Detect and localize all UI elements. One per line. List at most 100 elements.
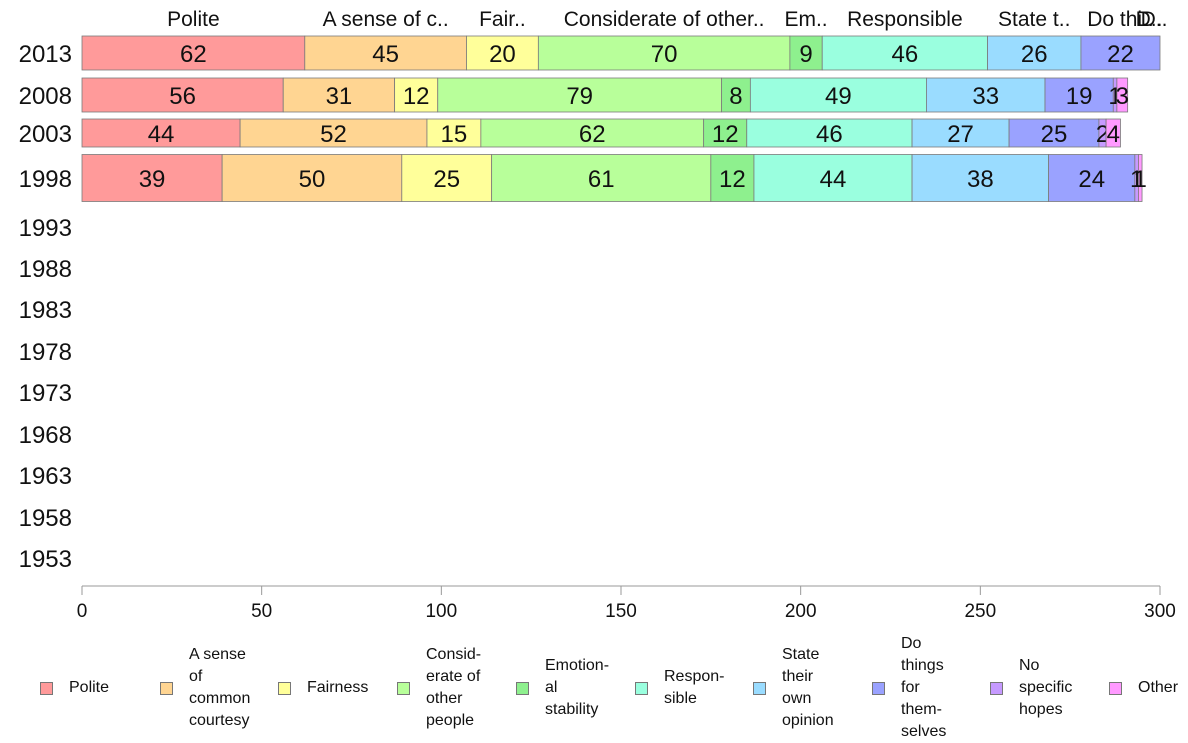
data-label: 39	[139, 166, 166, 193]
bar-segment	[1105, 118, 1121, 148]
bar-segment	[789, 35, 823, 71]
bar-segment	[1048, 154, 1136, 202]
data-label: 19	[1066, 83, 1093, 110]
legend-label: Polite	[69, 679, 110, 696]
legend-label: A sense of common courtesy	[189, 646, 251, 729]
top-series-label: Considerate of other..	[564, 8, 765, 31]
data-label: 49	[825, 83, 852, 110]
data-label: 70	[651, 41, 678, 68]
bar-segment	[304, 35, 467, 71]
data-label: 44	[148, 121, 175, 148]
data-label: 25	[1041, 121, 1068, 148]
legend: Polite A sense of common courtesy Fairness…	[0, 635, 1188, 740]
data-label: 50	[299, 166, 326, 193]
category-label: 1958	[19, 505, 72, 532]
data-label: 46	[816, 121, 843, 148]
bar-segment	[81, 35, 306, 71]
legend-item: Consid- erate of other people	[397, 640, 481, 736]
data-label: 15	[441, 121, 468, 148]
bar-segment	[911, 154, 1050, 202]
bar-segment	[491, 154, 712, 202]
legend-swatch	[753, 681, 766, 695]
bar-segment	[721, 77, 751, 113]
data-label: 52	[320, 121, 347, 148]
data-label: 25	[433, 166, 460, 193]
bar-segment	[821, 35, 988, 71]
bar-segment	[1080, 35, 1161, 71]
data-label: 1	[1134, 166, 1147, 193]
bar-segment	[282, 77, 396, 113]
bar-segment	[537, 35, 791, 71]
top-series-label: Polite	[167, 8, 220, 31]
top-series-label: D..	[1141, 8, 1168, 31]
legend-item: State their own opinion	[753, 640, 834, 736]
category-label: 1978	[19, 339, 72, 366]
top-series-label: State t..	[998, 8, 1070, 31]
data-label: 20	[489, 41, 516, 68]
data-label: 38	[967, 166, 994, 193]
category-label: 1968	[19, 422, 72, 449]
stacked-bar-chart: 2013200820031998199319881983197819731968…	[19, 8, 1176, 622]
legend-label: State their own opinion	[782, 646, 834, 729]
top-series-label: Do thi..	[1087, 8, 1154, 31]
data-label: 62	[180, 41, 207, 68]
legend-label: Do things for them- selves	[901, 635, 947, 740]
data-label: 62	[579, 121, 606, 148]
category-label: 1953	[19, 546, 72, 573]
category-label: 1998	[19, 166, 72, 193]
bar-segment	[81, 154, 223, 202]
x-tick-label: 300	[1144, 601, 1176, 622]
legend-item: Polite	[40, 640, 109, 736]
legend-item: Fairness	[278, 640, 368, 736]
category-label: 1963	[19, 463, 72, 490]
bar-segment	[749, 77, 927, 113]
bar-segment	[426, 118, 482, 148]
data-label: 12	[712, 121, 739, 148]
top-series-label: D..	[1136, 8, 1163, 31]
bar-segment	[480, 118, 705, 148]
bar-segment	[1008, 118, 1100, 148]
bar-segment	[746, 118, 913, 148]
data-label: 12	[719, 166, 746, 193]
x-tick-label: 250	[964, 601, 996, 622]
data-label: 79	[566, 83, 593, 110]
data-label: 22	[1107, 41, 1134, 68]
legend-label: Respon- sible	[664, 668, 725, 707]
data-label: 31	[326, 83, 353, 110]
data-label: 3	[1116, 83, 1129, 110]
legend-swatch	[872, 681, 885, 695]
x-tick-label: 100	[425, 601, 457, 622]
legend-item: No specific hopes	[990, 640, 1072, 736]
legend-label: Consid- erate of other people	[426, 646, 482, 729]
bar-segment	[703, 118, 748, 148]
legend-swatch	[990, 681, 1003, 695]
bar-segment	[987, 35, 1082, 71]
bar-segment	[753, 154, 913, 202]
data-label: 26	[1021, 41, 1048, 68]
bar-segment	[81, 118, 241, 148]
bar-segment	[81, 77, 284, 113]
category-label: 2013	[19, 41, 72, 68]
bar-segment	[710, 154, 755, 202]
x-tick-label: 50	[251, 601, 272, 622]
bar-segment	[1044, 77, 1114, 113]
data-label: 27	[947, 121, 974, 148]
data-label: 12	[403, 83, 430, 110]
category-label: 2008	[19, 83, 72, 110]
data-label: 8	[729, 83, 742, 110]
legend-swatch	[40, 681, 53, 695]
legend-item: Respon- sible	[635, 640, 724, 736]
legend-item: Emotion- al stability	[516, 640, 609, 736]
top-series-label: Responsible	[847, 8, 963, 31]
legend-swatch	[278, 681, 291, 695]
bar-segment	[239, 118, 428, 148]
category-label: 2003	[19, 121, 72, 148]
legend-label: No specific hopes	[1019, 657, 1073, 718]
legend-swatch	[1109, 681, 1122, 695]
legend-item: A sense of common courtesy	[160, 640, 250, 736]
legend-swatch	[635, 681, 648, 695]
legend-item: Other	[1109, 640, 1178, 736]
legend-label: Other	[1138, 679, 1179, 696]
x-tick-label: 200	[785, 601, 817, 622]
legend-label: Emotion- al stability	[545, 657, 610, 718]
